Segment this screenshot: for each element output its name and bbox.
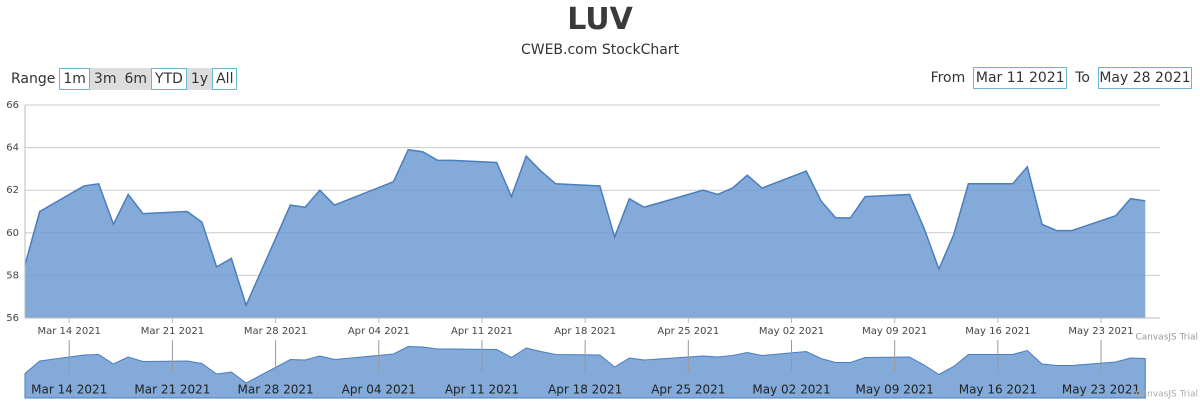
from-input[interactable]: Mar 11 2021 [973,67,1068,89]
navigator-tick-label: Apr 11 2021 [445,383,519,397]
navigator-tick-label: May 23 2021 [1062,383,1140,397]
to-label: To [1075,70,1090,86]
range-button[interactable]: YTD [151,68,187,90]
chart-title: LUV [567,2,633,37]
x-tick-label: May 23 2021 [1068,326,1133,337]
x-tick-label: Mar 21 2021 [141,326,204,337]
x-tick-label: Apr 18 2021 [554,326,616,337]
range-button[interactable]: 3m [89,68,121,90]
navigator-tick-label: Mar 21 2021 [134,383,210,397]
y-tick-label: 66 [6,100,19,111]
y-tick-label: 64 [6,143,19,154]
x-tick-label: Apr 11 2021 [451,326,513,337]
range-inputs: From Mar 11 2021 To May 28 2021 [931,67,1192,89]
navigator-tick-label: Apr 25 2021 [651,383,725,397]
x-tick-label: May 02 2021 [759,326,824,337]
navigator-tick-label: May 16 2021 [959,383,1037,397]
x-tick-label: May 16 2021 [965,326,1030,337]
range-button[interactable]: 1y [186,68,213,90]
navigator-tick-label: Apr 18 2021 [548,383,622,397]
watermark: CanvasJS Trial [1135,333,1198,343]
range-button[interactable]: 6m [120,68,152,90]
y-tick-label: 56 [6,313,19,324]
chart-subtitle: CWEB.com StockChart [520,42,680,58]
range-label: Range [11,71,56,87]
y-tick-label: 60 [6,228,19,239]
range-selector: Range 1m 3m 6m YTD 1y All [11,68,238,90]
x-tick-label: Apr 25 2021 [657,326,719,337]
watermark: CanvasJS Trial [1135,390,1198,400]
x-tick-label: Apr 04 2021 [348,326,410,337]
from-label: From [930,70,966,86]
price-line [24,148,1146,308]
navigator-tick-label: May 09 2021 [856,383,934,397]
navigator-tick-label: Mar 28 2021 [238,383,314,397]
x-tick-label: May 09 2021 [862,326,927,337]
range-button[interactable]: All [212,68,238,90]
y-tick-label: 62 [6,185,19,196]
navigator-tick-label: Mar 14 2021 [31,383,107,397]
navigator-tick-label: Apr 04 2021 [342,383,416,397]
x-tick-label: Mar 28 2021 [244,326,307,337]
navigator-tick-label: May 02 2021 [752,383,830,397]
x-tick-label: Mar 14 2021 [38,326,101,337]
to-input[interactable]: May 28 2021 [1098,67,1192,89]
y-tick-label: 58 [6,270,19,281]
range-button[interactable]: 1m [59,68,90,90]
price-area [25,149,1146,318]
